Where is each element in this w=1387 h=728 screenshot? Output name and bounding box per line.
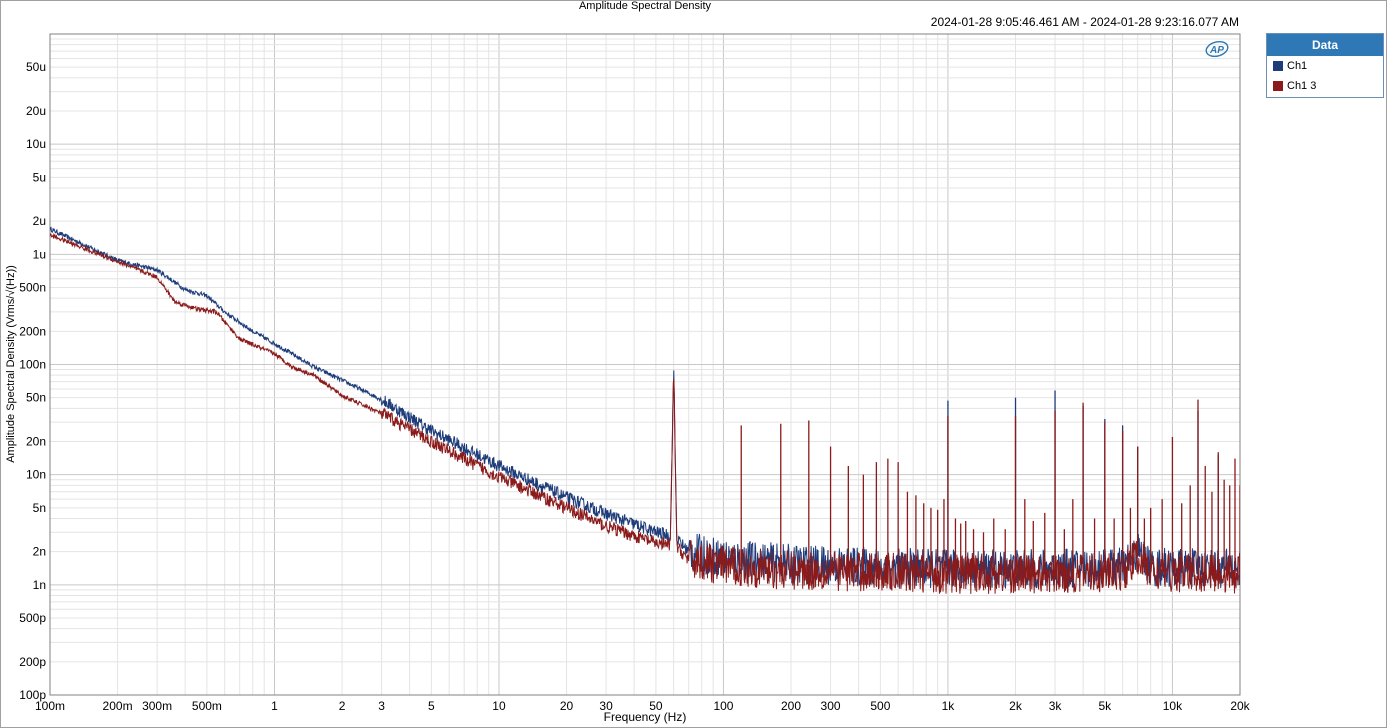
legend-swatch-ch1 <box>1273 61 1283 71</box>
chart-title: Amplitude Spectral Density <box>578 0 712 12</box>
x-tick-label: 20k <box>1230 699 1250 713</box>
x-tick-label: 1 <box>271 699 278 713</box>
y-axis-label: Amplitude Spectral Density (Vrms/√(Hz)) <box>5 265 17 463</box>
legend-label-ch1: Ch1 <box>1287 60 1308 72</box>
series-trace <box>50 226 1240 590</box>
y-tick-label: 10u <box>26 137 46 151</box>
y-tick-label: 500p <box>19 611 46 625</box>
x-tick-label: 300 <box>821 699 841 713</box>
series-trace <box>50 232 1240 594</box>
legend-swatch-ch1-3 <box>1273 81 1283 91</box>
x-tick-label: 200 <box>781 699 801 713</box>
x-tick-label: 300m <box>142 699 172 713</box>
y-tick-label: 100n <box>19 358 46 372</box>
x-tick-label: 3k <box>1049 699 1063 713</box>
chart-subtitle: 2024-01-28 9:05:46.461 AM - 2024-01-28 9… <box>930 15 1239 29</box>
x-tick-label: 500m <box>192 699 222 713</box>
x-tick-label: 100 <box>713 699 733 713</box>
series-layer <box>50 226 1240 594</box>
y-tick-label: 200n <box>19 324 46 338</box>
x-tick-label: 500 <box>870 699 890 713</box>
x-tick-label: 20 <box>560 699 574 713</box>
y-tick-label: 10n <box>26 468 46 482</box>
x-tick-label: 10k <box>1163 699 1183 713</box>
y-tick-label: 2u <box>33 214 46 228</box>
y-tick-label: 5n <box>33 501 46 515</box>
y-tick-label: 500n <box>19 280 46 294</box>
x-tick-label: 10 <box>492 699 506 713</box>
y-tick-label: 5u <box>33 170 46 184</box>
x-axis-label: Frequency (Hz) <box>604 710 687 724</box>
x-tick-labels: 100m 200m 300m 500m 1 2 3 5 10 20 30 50 100 200 300 500… <box>35 699 1251 713</box>
y-tick-label: 1u <box>33 247 46 261</box>
y-tick-label: 100p <box>19 688 46 702</box>
y-tick-label: 50n <box>26 391 46 405</box>
x-tick-label: 5k <box>1099 699 1113 713</box>
y-tick-label: 50u <box>26 60 46 74</box>
series-ch1-3 <box>50 232 1240 594</box>
ap-logo-icon: AP <box>1205 40 1229 58</box>
svg-text:AP: AP <box>1209 45 1224 56</box>
x-tick-label: 50 <box>649 699 663 713</box>
grid-layer <box>49 34 1241 696</box>
y-tick-label: 20n <box>26 435 46 449</box>
y-tick-label: 1n <box>33 578 46 592</box>
x-tick-label: 100m <box>35 699 65 713</box>
plot-border <box>49 33 1241 696</box>
legend-label-ch1-3: Ch1 3 <box>1287 80 1317 92</box>
y-tick-label: 2n <box>33 545 46 559</box>
y-tick-label: 20u <box>26 104 46 118</box>
x-tick-label: 1k <box>942 699 956 713</box>
x-tick-label: 30 <box>599 699 613 713</box>
x-tick-label: 2k <box>1009 699 1023 713</box>
y-tick-label: 200p <box>19 655 46 669</box>
legend: Data Ch1 Ch1 3 <box>1266 33 1384 98</box>
x-tick-label: 2 <box>339 699 346 713</box>
y-tick-labels: 50u 20u 10u 5u 2u 1u 500n 200n 100n 50n 20n 10n 5n 2n… <box>19 60 46 702</box>
legend-item-ch1[interactable]: Ch1 <box>1267 56 1383 76</box>
x-tick-label: 3 <box>378 699 385 713</box>
legend-item-ch1-3[interactable]: Ch1 3 <box>1267 76 1383 96</box>
x-tick-label: 200m <box>103 699 133 713</box>
x-tick-label: 5 <box>428 699 435 713</box>
legend-title: Data <box>1267 34 1383 56</box>
